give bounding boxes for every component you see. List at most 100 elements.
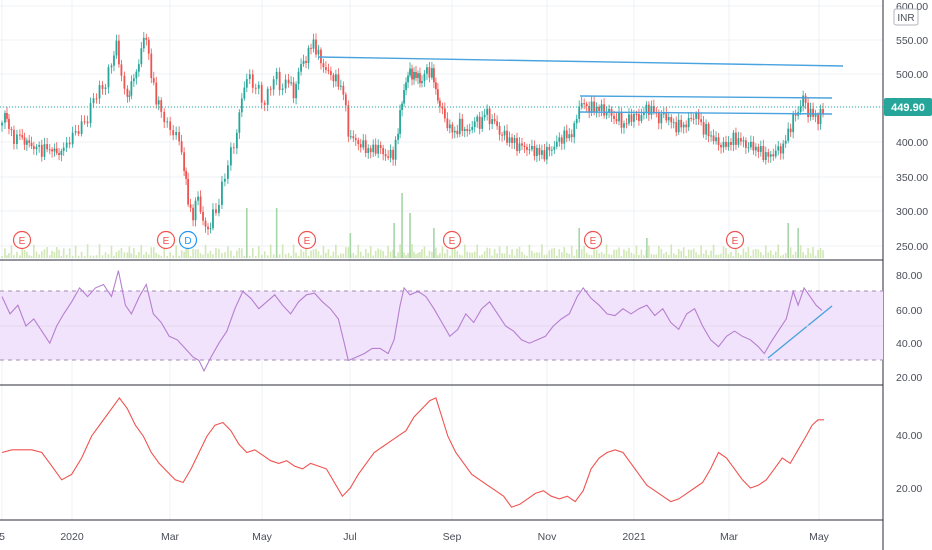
candle-body bbox=[98, 85, 101, 99]
volume-bar bbox=[760, 252, 762, 258]
volume-bar bbox=[799, 245, 802, 258]
candle-body bbox=[397, 133, 399, 140]
volume-bar bbox=[486, 247, 488, 258]
volume-bar bbox=[720, 253, 722, 258]
volume-bar bbox=[655, 254, 658, 258]
volume-bar bbox=[620, 255, 623, 258]
candle-body bbox=[19, 134, 21, 136]
volume-bar bbox=[227, 246, 229, 258]
candle-body bbox=[28, 140, 31, 143]
volume-bar bbox=[672, 253, 675, 258]
candle-body bbox=[384, 154, 387, 157]
volume-bar bbox=[747, 247, 750, 258]
volume-bar bbox=[65, 254, 68, 258]
candle-body bbox=[51, 149, 53, 152]
candle-body bbox=[712, 135, 715, 142]
candle-body bbox=[305, 60, 307, 63]
candle-body bbox=[710, 135, 712, 137]
candle-body bbox=[531, 145, 533, 150]
volume-bar bbox=[625, 251, 628, 258]
candle-body bbox=[817, 114, 819, 125]
volume-bar bbox=[183, 251, 185, 258]
candle-body bbox=[774, 150, 777, 157]
candle-body bbox=[735, 132, 737, 145]
volume-bar bbox=[364, 248, 367, 258]
candle-body bbox=[660, 113, 663, 124]
volume-bar bbox=[697, 254, 700, 258]
volume-bar bbox=[33, 244, 35, 258]
candle-body bbox=[491, 119, 494, 124]
volume-bar bbox=[458, 254, 461, 258]
volume-bar bbox=[337, 255, 340, 258]
candle-body bbox=[166, 121, 169, 123]
volume-bar bbox=[822, 250, 824, 258]
candle-body bbox=[364, 140, 367, 153]
volume-bar bbox=[417, 252, 419, 258]
candle-body bbox=[720, 144, 722, 148]
candle-body bbox=[598, 106, 601, 111]
candle-body bbox=[374, 144, 377, 154]
candle-body bbox=[476, 116, 479, 122]
candle-body bbox=[513, 137, 516, 144]
volume-bar bbox=[230, 250, 232, 258]
candle-body bbox=[702, 122, 705, 135]
volume-bar bbox=[387, 246, 389, 258]
candle-body bbox=[647, 104, 650, 115]
candle-body bbox=[421, 80, 423, 84]
volume-bar bbox=[653, 254, 655, 258]
volume-bar bbox=[670, 244, 673, 258]
candle-body bbox=[135, 71, 138, 79]
volume-bar bbox=[595, 249, 598, 258]
candle-body bbox=[690, 117, 693, 119]
candle-body bbox=[692, 118, 695, 120]
candle-body bbox=[118, 40, 120, 65]
candle-body bbox=[428, 67, 431, 78]
volume-bar bbox=[71, 255, 74, 258]
volume-bar bbox=[817, 250, 819, 258]
candle-body bbox=[670, 117, 673, 123]
candle-body bbox=[55, 148, 58, 153]
candle-body bbox=[553, 146, 556, 150]
volume-bar bbox=[608, 254, 610, 258]
candle-body bbox=[615, 118, 618, 122]
event-marker-label: E bbox=[732, 236, 739, 247]
candle-body bbox=[132, 78, 135, 82]
volume-bar bbox=[618, 247, 620, 258]
volume-bar bbox=[784, 252, 787, 258]
volume-bar bbox=[630, 252, 633, 258]
candle-body bbox=[623, 123, 625, 128]
volume-bar bbox=[812, 247, 814, 258]
candle-body bbox=[25, 140, 28, 145]
volume-bar bbox=[233, 255, 235, 258]
volume-bar bbox=[660, 248, 663, 258]
candle-body bbox=[128, 95, 131, 97]
candle-body bbox=[13, 129, 15, 144]
volume-spike bbox=[401, 193, 403, 258]
candle-body bbox=[600, 104, 603, 111]
volume-bar bbox=[466, 251, 469, 258]
candle-body bbox=[468, 129, 471, 132]
candle-body bbox=[573, 123, 576, 138]
volume-bar bbox=[35, 251, 38, 258]
volume-bar bbox=[379, 249, 382, 258]
volume-bar bbox=[384, 255, 387, 258]
volume-bar bbox=[80, 251, 83, 258]
candle-body bbox=[677, 119, 680, 133]
candle-body bbox=[212, 209, 214, 229]
volume-bar bbox=[362, 255, 365, 258]
volume-bar bbox=[342, 253, 345, 258]
candle-body bbox=[185, 170, 188, 179]
volume-bar bbox=[600, 252, 603, 258]
volume-bar bbox=[428, 250, 431, 258]
candle-body bbox=[405, 82, 407, 91]
volume-bar bbox=[503, 253, 506, 258]
candle-body bbox=[322, 63, 325, 68]
candle-body bbox=[137, 64, 140, 72]
rsi-trendline bbox=[767, 305, 833, 359]
volume-bar bbox=[107, 254, 110, 258]
volume-bar bbox=[23, 249, 26, 258]
candle-body bbox=[560, 137, 563, 144]
volume-bar bbox=[185, 248, 187, 258]
candle-body bbox=[759, 146, 762, 152]
